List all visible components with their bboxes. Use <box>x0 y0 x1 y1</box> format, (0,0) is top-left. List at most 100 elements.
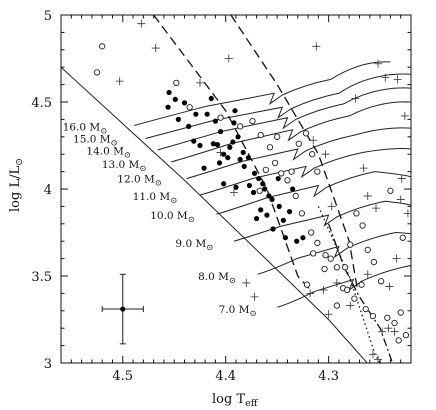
track-mass-label: 16.0 M⊙ <box>63 121 108 136</box>
filled-circle-point <box>245 155 251 161</box>
plus-point <box>359 164 368 173</box>
plus-point <box>374 59 383 68</box>
evolutionary-track <box>277 265 411 308</box>
open-circle-point <box>402 332 410 339</box>
y-tick-label: 4.5 <box>31 96 52 111</box>
open-circle-point <box>274 133 281 140</box>
filled-circle-point <box>221 151 227 157</box>
plus-point <box>381 73 390 82</box>
open-circle-point <box>362 305 369 313</box>
open-circle-point <box>399 234 406 241</box>
plus-point <box>319 285 328 294</box>
y-tick-label: 3.5 <box>31 270 52 285</box>
open-circle-point <box>347 241 354 248</box>
filled-circle-point <box>193 111 199 117</box>
filled-circle-point <box>217 128 224 135</box>
open-circle-point <box>309 151 316 158</box>
plus-point <box>368 350 377 359</box>
open-circle-point <box>288 168 295 175</box>
filled-circle-point <box>262 186 268 192</box>
plus-point <box>332 278 341 287</box>
open-circle-point <box>310 250 317 257</box>
plus-point <box>250 292 259 301</box>
plus-point <box>216 148 225 157</box>
plus-point <box>385 282 394 291</box>
evolutionary-track <box>199 148 411 196</box>
filled-circle-point <box>237 156 243 163</box>
zams-line <box>61 66 368 363</box>
open-circle-point <box>369 312 377 320</box>
open-circle-point <box>295 140 302 147</box>
x-tick-label: 4.4 <box>215 369 236 384</box>
filled-circle-point <box>241 163 247 169</box>
filled-circle-point <box>260 181 266 187</box>
open-circle-point <box>292 192 299 200</box>
open-circle-point <box>217 114 224 121</box>
evolutionary-track <box>233 200 411 242</box>
plus-point <box>372 204 380 213</box>
open-circle-point <box>333 264 341 271</box>
plus-point <box>309 136 318 145</box>
plus-point <box>378 327 387 336</box>
open-circle-point <box>384 314 391 321</box>
isochrone-dotted <box>317 206 381 363</box>
filled-circle-point <box>264 212 270 218</box>
open-circle-point <box>370 258 378 266</box>
open-circle-point <box>322 251 329 259</box>
filled-circle-point <box>172 96 178 102</box>
open-circle-point <box>314 239 321 247</box>
open-circle-point <box>353 210 360 217</box>
plus-point <box>384 324 393 333</box>
evolutionary-track <box>145 73 411 139</box>
filled-circle-point <box>165 104 171 110</box>
plus-point <box>363 191 372 200</box>
track-mass-label: 11.0 M⊙ <box>133 191 178 206</box>
track-mass-label: 9.0 M⊙ <box>175 238 213 253</box>
track-mass-label: 12.0 M⊙ <box>117 174 162 189</box>
open-circle-point <box>236 123 244 130</box>
plus-point <box>242 278 251 287</box>
filled-circle-point <box>208 95 214 102</box>
evolutionary-track <box>186 127 411 180</box>
filled-circle-point <box>232 108 238 114</box>
isochrone-long-dash <box>230 15 359 291</box>
filled-circle-point <box>276 203 282 209</box>
open-circle-point <box>278 170 285 177</box>
plus-point <box>374 355 383 363</box>
filled-circle-point <box>191 138 197 144</box>
filled-circle-point <box>246 182 252 189</box>
open-circle-point <box>93 69 101 76</box>
open-circle-point <box>99 43 106 50</box>
filled-circle-point <box>286 209 293 215</box>
error-bar <box>101 273 144 345</box>
x-tick-label: 4.3 <box>318 369 339 384</box>
open-circle-point <box>387 187 394 194</box>
open-circle-point <box>391 319 398 327</box>
filled-circle-point <box>197 142 203 149</box>
isochrones <box>153 15 394 363</box>
filled-circle-point <box>253 215 260 222</box>
plus-point <box>115 77 124 86</box>
filled-circle-point <box>210 141 216 147</box>
evolutionary-track <box>157 87 411 151</box>
plus-point <box>327 202 336 211</box>
evolutionary-track <box>133 61 391 126</box>
track-mass-label: 8.0 M⊙ <box>198 271 236 286</box>
plus-point <box>312 42 321 51</box>
plus-point <box>137 19 146 28</box>
plus-point <box>346 301 355 310</box>
x-axis-title: log Teff <box>212 392 259 409</box>
filled-circle-point <box>294 238 300 244</box>
evolutionary-track <box>216 171 411 215</box>
y-axis-title: log L/L⊙ <box>8 158 25 212</box>
filled-circle-point <box>250 189 257 196</box>
open-circle-point <box>321 265 328 273</box>
open-circle-point <box>359 222 366 229</box>
mass-labels: 16.0 M⊙15.0 M⊙14.0 M⊙13.0 M⊙12.0 M⊙ 11.0 … <box>63 121 257 319</box>
filled-circle-point <box>251 170 258 176</box>
filled-circle-point <box>282 235 289 241</box>
isochrone-dash-dot <box>327 223 394 363</box>
plus-point <box>393 75 402 84</box>
filled-circle-point <box>280 217 286 223</box>
track-mass-label: 15.0 M⊙ <box>73 134 118 149</box>
